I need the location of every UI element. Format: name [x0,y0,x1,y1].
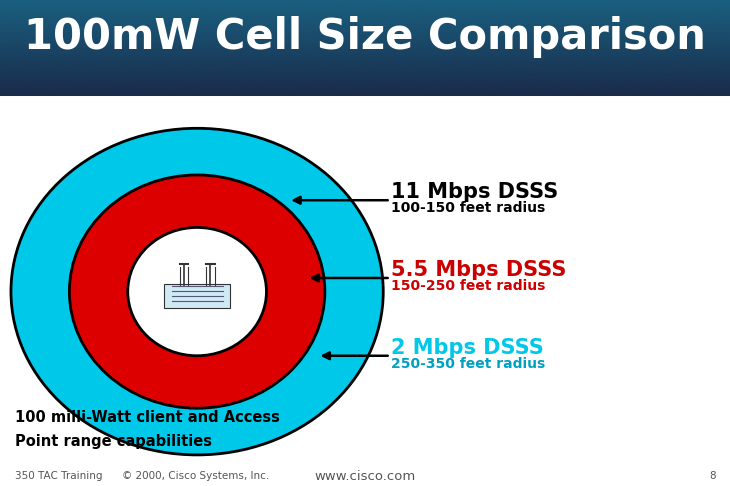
Text: 100-150 feet radius: 100-150 feet radius [391,201,545,215]
Polygon shape [0,97,730,156]
Text: 100mW Cell Size Comparison: 100mW Cell Size Comparison [24,16,706,58]
Text: Point range capabilities: Point range capabilities [15,434,212,449]
Text: www.cisco.com: www.cisco.com [315,470,415,483]
Text: 2 Mbps DSSS: 2 Mbps DSSS [391,338,543,358]
Text: 8: 8 [709,471,715,481]
Text: 100 milli-Watt client and Access: 100 milli-Watt client and Access [15,411,280,425]
Text: 250-350 feet radius: 250-350 feet radius [391,357,545,370]
Ellipse shape [128,227,266,356]
Text: 150-250 feet radius: 150-250 feet radius [391,279,545,293]
Ellipse shape [11,128,383,455]
Text: 350 TAC Training      © 2000, Cisco Systems, Inc.: 350 TAC Training © 2000, Cisco Systems, … [15,471,269,481]
Text: 5.5 Mbps DSSS: 5.5 Mbps DSSS [391,260,566,280]
Text: 11 Mbps DSSS: 11 Mbps DSSS [391,182,558,203]
FancyBboxPatch shape [164,284,230,308]
Ellipse shape [69,175,325,408]
